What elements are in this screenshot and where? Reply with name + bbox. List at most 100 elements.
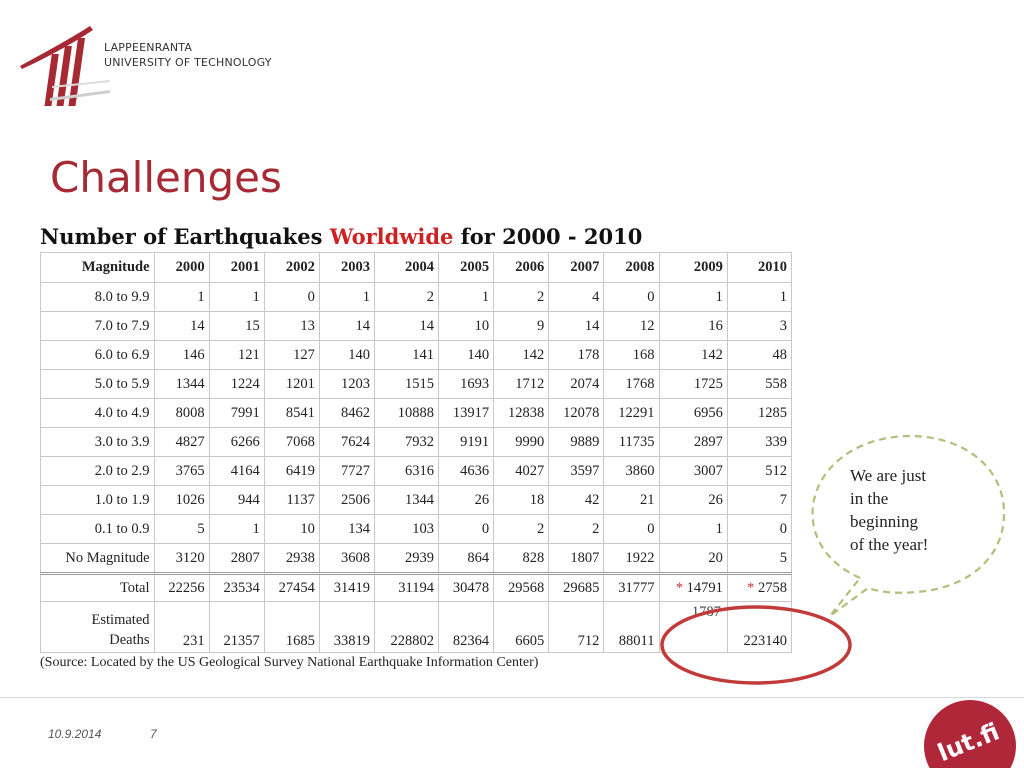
table-cell: 12838 [493,398,550,428]
column-header-magnitude: Magnitude [40,252,155,283]
table-title-highlight: Worldwide [329,224,454,249]
table-cell: 2506 [318,485,376,515]
table-cell: 1201 [263,369,320,399]
row-label: 8.0 to 9.9 [40,282,155,312]
table-cell: 26 [437,485,495,515]
table-cell: 127 [263,340,320,370]
row-label: 7.0 to 7.9 [40,311,155,341]
total-cell: 22256 [153,572,210,602]
table-cell: 1 [208,282,265,312]
table-cell: 3120 [153,543,210,574]
deaths-cell: 712 [548,601,605,653]
table-cell: 8541 [263,398,320,428]
table-cell: 4164 [208,456,265,486]
university-name-line1: LAPPEENRANTA [104,41,193,54]
table-cell: 48 [726,340,793,370]
table-cell: 142 [493,340,550,370]
table-cell: 1224 [208,369,265,399]
column-header-2008: 2008 [603,252,660,283]
table-cell: 10 [263,514,320,544]
table-cell: 1693 [437,369,495,399]
source-note: (Source: Located by the US Geological Su… [40,655,539,670]
table-cell: 12291 [603,398,660,428]
table-cell: 6419 [263,456,320,486]
table-cell: 103 [374,514,439,544]
table-cell: 2 [374,282,439,312]
deaths-cell: 1787 [658,601,728,653]
table-cell: 5 [153,514,210,544]
table-cell: 1 [437,282,495,312]
table-cell: 1922 [603,543,660,574]
table-cell: 16 [658,311,728,341]
total-cell: 31194 [374,572,439,602]
earthquake-table: Magnitude 2000 2001 2002 2003 2004 2005 2006 200… [40,252,793,653]
table-row: No Magnitude 3120 2807 2938 3608 2939 864 828 18… [40,543,793,574]
table-row: 3.0 to 3.9 4827 6266 7068 7624 7932 9191 9990 98… [40,427,793,457]
table-cell: 3007 [658,456,728,486]
table-cell: 1807 [548,543,605,574]
table-cell: 0 [603,282,660,312]
total-cell: * 14791 [658,572,728,602]
table-cell: 14 [374,311,439,341]
deaths-cell: 6605 [493,601,550,653]
total-cell: 29568 [493,572,550,602]
lut-fi-badge: lut.fi [924,700,1016,768]
row-label: 3.0 to 3.9 [40,427,155,457]
table-row: 7.0 to 7.9 14 15 13 14 14 10 9 14 12 16 3 [40,311,793,341]
table-cell: 944 [208,485,265,515]
table-cell: 9 [493,311,550,341]
deaths-cell: 88011 [603,601,660,653]
deaths-cell: 82364 [437,601,495,653]
table-cell: 828 [493,543,550,574]
table-cell: 7068 [263,427,320,457]
table-cell: 10 [437,311,495,341]
table-cell: 1 [658,514,728,544]
table-cell: 14 [548,311,605,341]
table-cell: 0 [603,514,660,544]
total-cell: 30478 [437,572,495,602]
university-logo [20,26,110,106]
row-label: No Magnitude [40,543,155,574]
table-cell: 178 [548,340,605,370]
table-cell: 1026 [153,485,210,515]
callout-line3: beginning [850,512,918,531]
table-row: 8.0 to 9.9 1 1 0 1 2 1 2 4 0 1 1 [40,282,793,312]
row-label: 1.0 to 1.9 [40,485,155,515]
table-cell: 2939 [374,543,439,574]
callout-bubble [811,434,1006,617]
total-value: 2758 [758,579,787,596]
table-row: 2.0 to 2.9 3765 4164 6419 7727 6316 4636 4027 35… [40,456,793,486]
table-cell: 9990 [493,427,550,457]
column-header-2009: 2009 [658,252,728,283]
table-cell: 0 [437,514,495,544]
university-name-line2: UNIVERSITY OF TECHNOLOGY [104,56,272,69]
deaths-label: Estimated Deaths [40,601,155,653]
table-cell: 1712 [493,369,550,399]
column-header-2005: 2005 [437,252,495,283]
table-cell: 1137 [263,485,320,515]
table-cell: 6316 [374,456,439,486]
table-cell: 1 [153,282,210,312]
table-cell: 18 [493,485,550,515]
table-cell: 2807 [208,543,265,574]
table-cell: 339 [726,427,793,457]
total-label: Total [40,572,155,602]
table-row: 1.0 to 1.9 1026 944 1137 2506 1344 26 18 42 21 26 7 [40,485,793,515]
table-cell: 4 [548,282,605,312]
table-cell: 1344 [374,485,439,515]
callout-text: We are just in the beginning of the year… [850,464,990,556]
column-header-2010: 2010 [726,252,793,283]
table-cell: 12078 [548,398,605,428]
table-cell: 3765 [153,456,210,486]
asterisk-mark: * [675,579,684,596]
table-cell: 1725 [658,369,728,399]
total-cell: 27454 [263,572,320,602]
table-cell: 140 [437,340,495,370]
table-cell: 7624 [318,427,376,457]
table-cell: 6956 [658,398,728,428]
table-cell: 0 [263,282,320,312]
highlight-ellipse [660,605,852,685]
table-cell: 3 [726,311,793,341]
row-label: 5.0 to 5.9 [40,369,155,399]
row-label: 4.0 to 4.9 [40,398,155,428]
